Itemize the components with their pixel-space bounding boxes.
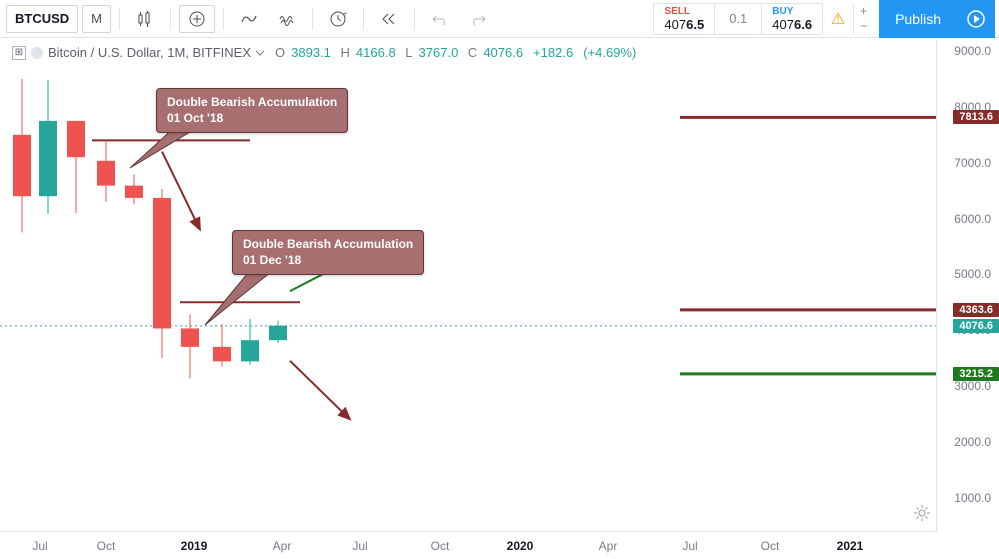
x-tick: Oct (761, 539, 780, 553)
annotation-line2: 01 Oct '18 (167, 111, 337, 127)
alert-bell-icon[interactable]: ⚠ (823, 9, 853, 29)
chart-area[interactable]: Double Bearish Accumulation01 Oct '18Dou… (0, 40, 937, 531)
annotation-line1: Double Bearish Accumulation (167, 95, 337, 111)
x-tick: Apr (599, 539, 618, 553)
y-axis[interactable]: 9000.08000.07000.06000.05000.04000.03000… (937, 40, 999, 531)
x-tick: Oct (431, 539, 450, 553)
x-tick: Jul (682, 539, 697, 553)
y-tick: 9000.0 (954, 44, 991, 58)
buy-price: 4076.6 (772, 17, 812, 32)
compare-icon[interactable] (179, 5, 215, 33)
sell-button[interactable]: SELL 4076.5 (654, 4, 715, 34)
templates-icon[interactable] (270, 5, 304, 33)
annotation-line1: Double Bearish Accumulation (243, 237, 413, 253)
price-tag: 7813.6 (953, 110, 999, 124)
x-tick: 2021 (837, 539, 864, 553)
price-tag: 4076.6 (953, 319, 999, 333)
qty-stepper[interactable]: +− (853, 4, 873, 34)
toolbar: BTCUSD M + SELL 4076.5 0.1 BUY 4076.6 ⚠ … (0, 0, 999, 38)
svg-text:+: + (343, 11, 347, 18)
y-tick: 2000.0 (954, 435, 991, 449)
undo-icon[interactable] (423, 5, 457, 33)
x-axis[interactable]: Jul Oct 2019 Apr Jul Oct 2020 Apr Jul Oct 2021 (0, 531, 937, 559)
sell-price: 4076.5 (664, 17, 704, 32)
order-box: SELL 4076.5 0.1 BUY 4076.6 (653, 3, 823, 35)
buy-label: BUY (772, 6, 812, 17)
alert-icon[interactable]: + (321, 5, 355, 33)
settings-icon[interactable] (913, 504, 931, 527)
rewind-icon[interactable] (372, 5, 406, 33)
redo-icon[interactable] (461, 5, 495, 33)
x-tick: Jul (32, 539, 47, 553)
annotation-callout[interactable]: Double Bearish Accumulation01 Dec '18 (232, 230, 424, 275)
interval-button[interactable]: M (82, 5, 111, 33)
x-tick: Jul (352, 539, 367, 553)
sell-label: SELL (664, 6, 704, 17)
y-tick: 1000.0 (954, 491, 991, 505)
y-tick: 7000.0 (954, 156, 991, 170)
x-tick: Apr (273, 539, 292, 553)
order-qty[interactable]: 0.1 (715, 11, 761, 26)
price-tag: 4363.6 (953, 303, 999, 317)
y-tick: 3000.0 (954, 379, 991, 393)
qty-minus[interactable]: − (854, 19, 873, 34)
x-tick: 2019 (181, 539, 208, 553)
indicators-icon[interactable] (232, 5, 266, 33)
buy-button[interactable]: BUY 4076.6 (761, 4, 822, 34)
symbol-button[interactable]: BTCUSD (6, 5, 78, 33)
price-tag: 3215.2 (953, 367, 999, 381)
annotation-callout[interactable]: Double Bearish Accumulation01 Oct '18 (156, 88, 348, 133)
x-tick: 2020 (507, 539, 534, 553)
y-tick: 5000.0 (954, 267, 991, 281)
qty-plus[interactable]: + (854, 4, 873, 19)
x-tick: Oct (97, 539, 116, 553)
publish-button[interactable]: Publish (879, 0, 957, 38)
annotation-line2: 01 Dec '18 (243, 253, 413, 269)
candles-icon[interactable] (128, 5, 162, 33)
y-tick: 6000.0 (954, 212, 991, 226)
play-button[interactable] (957, 0, 995, 38)
